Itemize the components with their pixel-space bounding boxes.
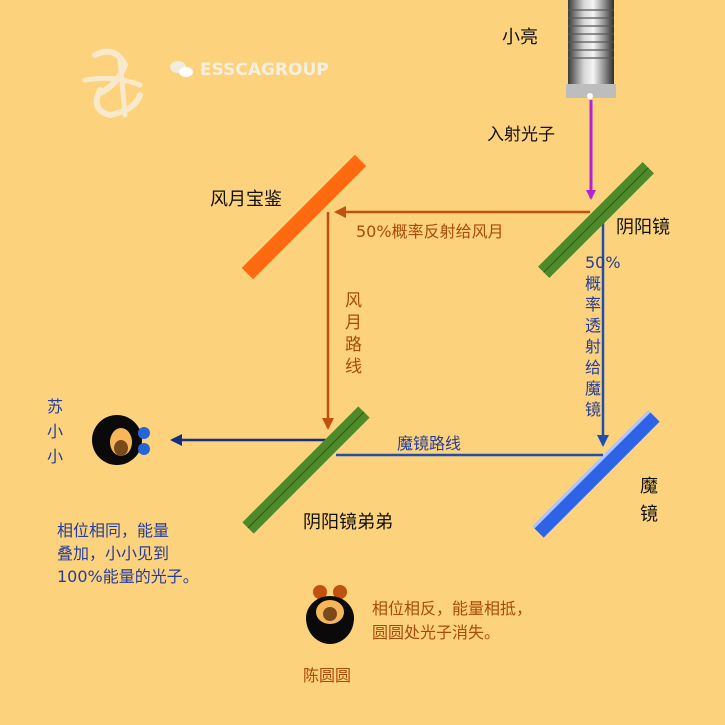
su-note-line1: 相位相同，能量 (57, 521, 169, 540)
wechat-icon (170, 61, 193, 77)
magic-mirror (532, 410, 660, 538)
chen-avatar (306, 585, 354, 644)
beam-splitter-2-label: 阴阳镜弟弟 (303, 512, 393, 533)
su-avatar (92, 415, 150, 465)
magic-path-label: 魔镜路线 (397, 434, 461, 453)
fengyue-mirror-label: 风月宝鉴 (210, 189, 282, 210)
beam-splitter-mirror (538, 162, 654, 278)
chen-name-label: 陈圆圆 (303, 666, 351, 685)
source-label: 小亮 (502, 27, 538, 48)
beam-splitter-label: 阴阳镜 (616, 217, 670, 238)
chen-note-line1: 相位相反，能量相抵， (372, 599, 532, 618)
chen-note-line2: 圆圆处光子消失。 (372, 623, 500, 642)
reflect-50-label: 50%概率反射给风月 (356, 222, 504, 241)
fengyue-path-label: 风月路线 (345, 291, 362, 377)
su-note-line2: 叠加，小小见到 (57, 544, 169, 563)
su-name-label: 苏小小 (47, 397, 63, 466)
flashlight-icon (566, 0, 616, 99)
calligraphy-logo (82, 48, 143, 119)
beam-splitter-2-mirror (242, 406, 370, 534)
incident-photon-label: 入射光子 (487, 125, 555, 145)
magic-mirror-label: 魔镜 (640, 476, 658, 525)
su-note-line3: 100%能量的光子。 (57, 567, 199, 586)
fengyue-mirror (241, 154, 367, 280)
transmit-50-label: 50%概率透射给魔镜 (585, 253, 621, 419)
watermark-brand: ESSCAGROUP (200, 60, 329, 80)
